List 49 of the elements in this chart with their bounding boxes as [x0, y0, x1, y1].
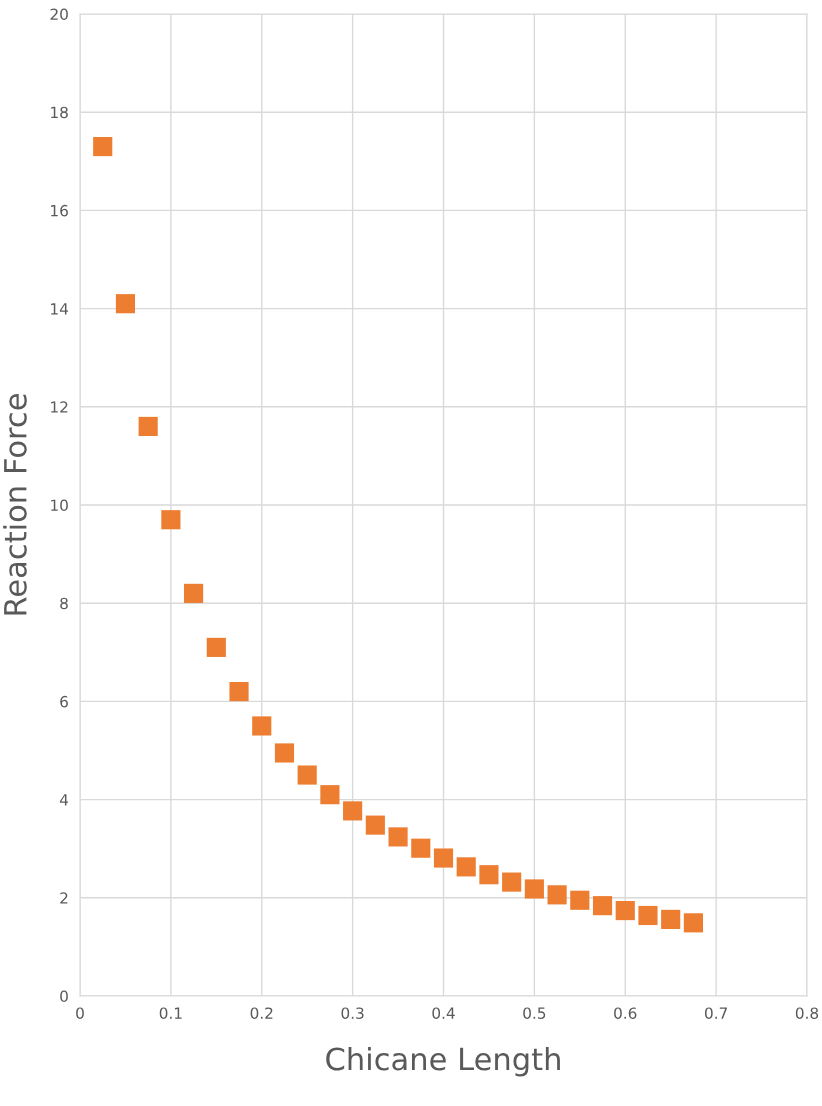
- point: [661, 909, 681, 929]
- x-tick-label: 0.2: [250, 1007, 273, 1019]
- x-tick-label: 0.6: [614, 1007, 637, 1019]
- point: [547, 885, 567, 905]
- y-axis-title: Reaction Force: [3, 394, 27, 615]
- point: [479, 865, 499, 885]
- x-tick-label: 0.4: [432, 1007, 455, 1019]
- point: [297, 765, 317, 785]
- point: [184, 583, 204, 603]
- point: [638, 905, 658, 926]
- y-tick-label: 16: [51, 204, 68, 217]
- point: [524, 879, 544, 899]
- point: [320, 785, 340, 805]
- x-tick-label: 0.3: [341, 1007, 364, 1019]
- point: [592, 896, 613, 916]
- y-tick-label: 12: [51, 401, 68, 413]
- point: [93, 137, 113, 157]
- y-tick-label: 10: [51, 499, 68, 512]
- x-tick-label: 0.8: [795, 1007, 819, 1019]
- point: [570, 890, 590, 910]
- y-tick-label: 0: [60, 990, 68, 1003]
- x-tick-label: 0.5: [523, 1007, 546, 1019]
- point: [229, 682, 249, 702]
- point: [365, 815, 385, 835]
- point: [456, 857, 476, 877]
- x-tick-label: 0.1: [159, 1007, 182, 1019]
- point: [615, 900, 635, 921]
- point: [502, 872, 522, 892]
- point: [252, 716, 272, 736]
- y-tick-label: 8: [60, 597, 68, 610]
- x-tick-label: 0: [76, 1007, 84, 1019]
- point: [388, 827, 408, 847]
- point: [343, 801, 363, 821]
- x-axis-title: Chicane Length: [326, 1046, 560, 1077]
- x-tick-label: 0.7: [704, 1007, 727, 1019]
- point: [161, 510, 181, 530]
- y-tick-label: 20: [50, 8, 68, 21]
- y-tick-label: 6: [60, 695, 68, 708]
- y-tick-label: 2: [60, 892, 68, 904]
- point: [115, 294, 136, 314]
- point: [683, 913, 703, 933]
- y-tick-label: 14: [51, 303, 69, 315]
- point: [433, 848, 454, 868]
- point: [274, 743, 295, 763]
- point: [138, 416, 158, 437]
- y-tick-label: 4: [59, 794, 69, 806]
- point: [206, 637, 226, 657]
- y-tick-label: 18: [51, 106, 68, 119]
- point: [411, 838, 431, 858]
